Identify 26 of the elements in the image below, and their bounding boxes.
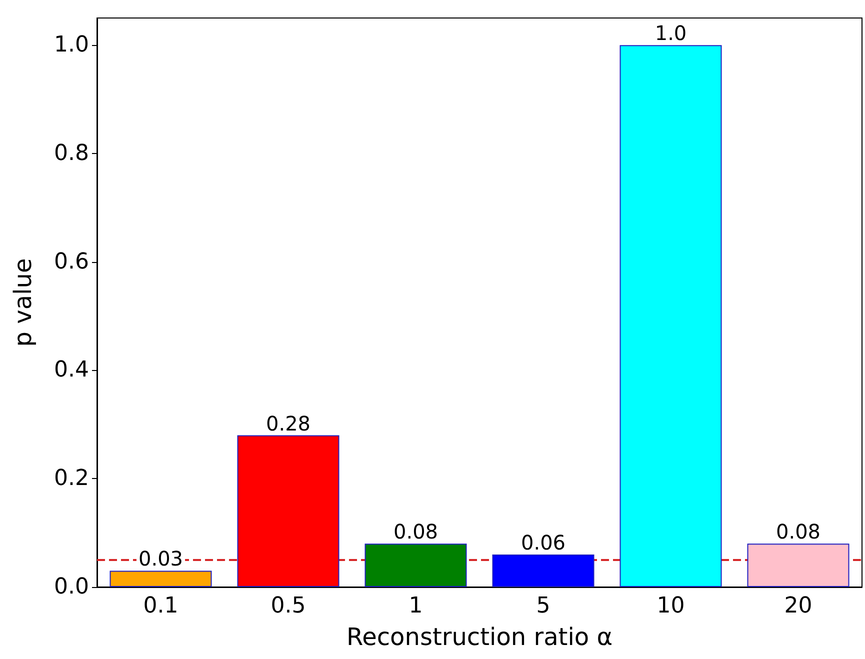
data-label: 1.0 bbox=[654, 21, 687, 46]
bar bbox=[747, 544, 850, 587]
x-tick-label: 20 bbox=[784, 594, 812, 618]
y-tick-label: 0.6 bbox=[54, 249, 89, 274]
data-label: 0.08 bbox=[393, 520, 438, 544]
y-tick-label: 1.0 bbox=[54, 32, 89, 58]
bar bbox=[620, 45, 722, 587]
data-label: 0.08 bbox=[776, 520, 821, 544]
x-tick-label: 10 bbox=[656, 594, 685, 618]
y-tick-label: 0.8 bbox=[54, 140, 89, 166]
y-tick-label: 0.4 bbox=[54, 358, 89, 383]
bar bbox=[110, 570, 212, 587]
y-tick-label: 0.2 bbox=[54, 466, 89, 492]
data-label: 0.03 bbox=[138, 546, 184, 571]
x-tick-label: 5 bbox=[536, 594, 550, 618]
data-label: 0.28 bbox=[266, 411, 311, 436]
x-tick-label: 0.1 bbox=[143, 594, 178, 618]
bar bbox=[492, 554, 594, 587]
bar bbox=[237, 435, 340, 587]
y-tick-label: 0.0 bbox=[54, 574, 89, 600]
x-tick-label: 0.5 bbox=[270, 594, 306, 618]
bar bbox=[364, 544, 467, 587]
x-axis-title: Reconstruction ratio α bbox=[346, 623, 613, 651]
y-axis-title: p value bbox=[9, 258, 37, 347]
x-tick-label: 1 bbox=[408, 594, 423, 618]
data-label: 0.06 bbox=[520, 530, 566, 554]
